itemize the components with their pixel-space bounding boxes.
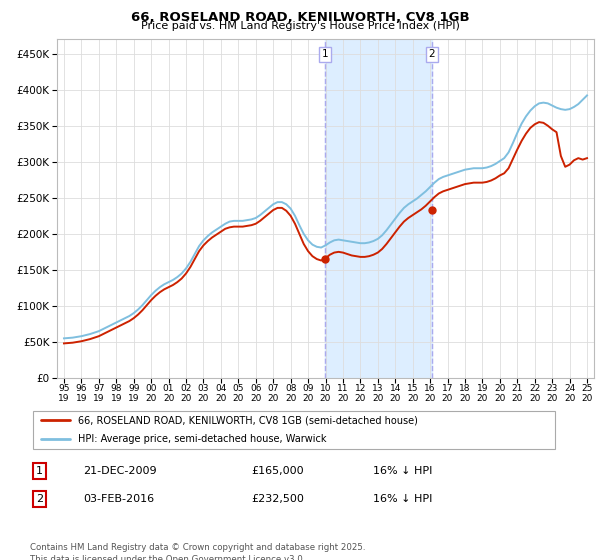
Text: Contains HM Land Registry data © Crown copyright and database right 2025.
This d: Contains HM Land Registry data © Crown c… — [30, 543, 365, 560]
Text: 1: 1 — [36, 466, 43, 476]
Text: 66, ROSELAND ROAD, KENILWORTH, CV8 1GB: 66, ROSELAND ROAD, KENILWORTH, CV8 1GB — [131, 11, 469, 24]
Text: 16% ↓ HPI: 16% ↓ HPI — [373, 493, 433, 503]
Text: £232,500: £232,500 — [252, 493, 305, 503]
Text: 66, ROSELAND ROAD, KENILWORTH, CV8 1GB (semi-detached house): 66, ROSELAND ROAD, KENILWORTH, CV8 1GB (… — [77, 415, 418, 425]
Text: HPI: Average price, semi-detached house, Warwick: HPI: Average price, semi-detached house,… — [77, 435, 326, 445]
Bar — [325, 39, 431, 378]
Text: 2: 2 — [36, 493, 43, 503]
Text: 21-DEC-2009: 21-DEC-2009 — [83, 466, 157, 476]
Text: 1: 1 — [322, 49, 328, 59]
Text: 03-FEB-2016: 03-FEB-2016 — [83, 493, 154, 503]
Text: Price paid vs. HM Land Registry's House Price Index (HPI): Price paid vs. HM Land Registry's House … — [140, 21, 460, 31]
Text: 2: 2 — [428, 49, 435, 59]
Text: £165,000: £165,000 — [252, 466, 304, 476]
FancyBboxPatch shape — [32, 411, 556, 449]
Text: 16% ↓ HPI: 16% ↓ HPI — [373, 466, 433, 476]
